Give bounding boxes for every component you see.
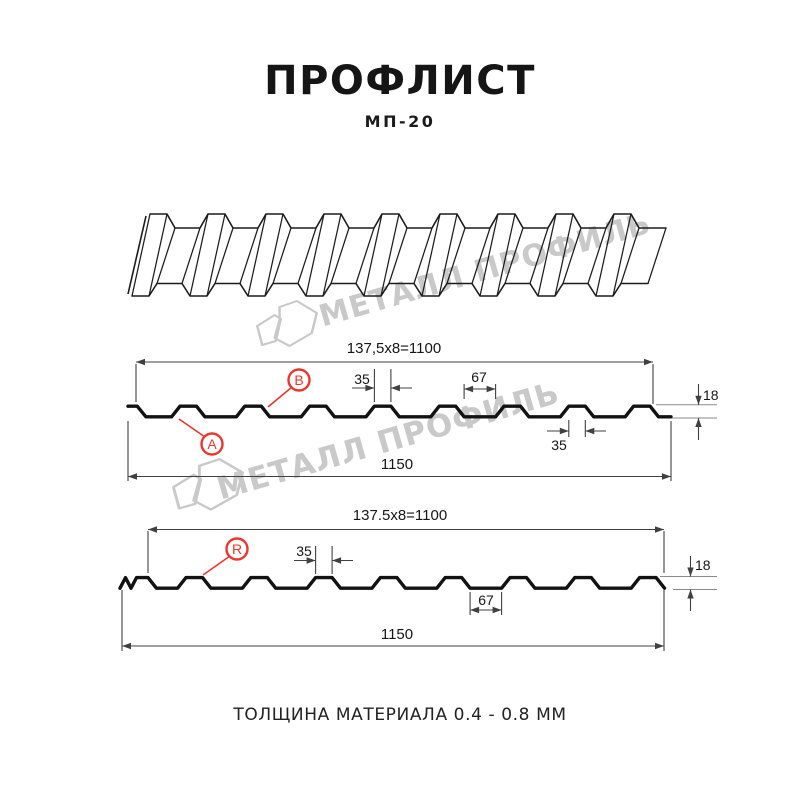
rib-edge	[131, 213, 151, 297]
dim-arrow	[365, 384, 375, 392]
rib-edge	[264, 213, 284, 297]
dim-height: 18	[695, 557, 711, 573]
rib-edge	[413, 227, 433, 284]
dim-arrow	[695, 395, 702, 405]
label-a-letter: А	[207, 436, 217, 452]
dim-total-width: 1150	[381, 626, 413, 643]
rib-edge	[148, 213, 168, 297]
rib-edge	[562, 227, 582, 284]
profile-outline	[118, 575, 667, 590]
rib-edge	[496, 213, 516, 297]
dim-rib-bottom: 35	[551, 437, 567, 453]
dim-arrow	[148, 526, 157, 533]
rib-edge	[421, 213, 441, 297]
rib-edge	[438, 213, 458, 297]
dim-rib-top: 35	[354, 371, 370, 387]
rib-edge	[647, 227, 667, 284]
rib-edge	[363, 213, 383, 297]
cross-section-side-a: 137,5x8=1100 35 67 35 18 1150 В А	[126, 340, 719, 481]
dim-valley: 67	[471, 369, 487, 385]
rib-edge	[305, 213, 325, 297]
rib-edge	[247, 213, 267, 297]
dim-arrow	[559, 427, 569, 435]
dim-arrow	[306, 557, 316, 564]
dim-rib-top: 35	[296, 543, 312, 559]
rib-edge	[181, 227, 201, 284]
label-r-circle	[225, 537, 249, 561]
page-subtitle: МП-20	[364, 112, 436, 131]
callout-leader	[178, 418, 206, 438]
dim-arrow	[470, 606, 480, 614]
label-b-letter: В	[294, 372, 303, 388]
dim-arrow	[486, 385, 496, 393]
dim-pitch-top: 137.5x8=1100	[353, 507, 447, 524]
rib-edge	[322, 213, 342, 297]
dim-total-width: 1150	[381, 456, 413, 473]
profile-outline	[126, 404, 673, 419]
dim-arrow	[464, 385, 474, 393]
dim-arrow	[332, 557, 342, 564]
footer-note: ТОЛЩИНА МАТЕРИАЛА 0.4 - 0.8 ММ	[233, 705, 567, 725]
rib-edge	[388, 227, 408, 284]
rib-edge	[380, 213, 400, 297]
dim-arrow	[585, 427, 595, 435]
dim-pitch-top: 137,5x8=1100	[347, 340, 441, 357]
dim-arrow	[655, 526, 664, 533]
rib-edge	[537, 213, 557, 297]
rib-edge	[355, 227, 375, 284]
dim-valley: 67	[478, 592, 494, 608]
rib-edge	[206, 213, 226, 297]
dim-arrow	[655, 642, 664, 650]
dim-arrow	[695, 418, 702, 427]
rib-edge	[620, 227, 640, 284]
cross-section-side-r: 137.5x8=1100 35 67 18 1150 R	[118, 507, 717, 651]
rib-edge	[529, 227, 549, 284]
near-end-profile	[131, 282, 649, 297]
label-b-circle	[287, 368, 311, 392]
rib-edge	[272, 227, 292, 284]
sheet-left-edge	[127, 215, 147, 295]
dim-arrow	[122, 642, 131, 650]
dim-arrow	[390, 384, 400, 392]
rib-edge	[214, 227, 234, 284]
dim-arrow	[687, 589, 694, 599]
rib-edge	[587, 227, 607, 284]
rib-edge	[471, 227, 491, 284]
rib-edge	[612, 213, 632, 297]
rib-edge	[239, 227, 259, 284]
label-a-circle	[200, 432, 224, 456]
metal-profil-logo-icon	[256, 300, 318, 347]
rib-edge	[504, 227, 524, 284]
rib-edge	[297, 227, 317, 284]
profile-3d-drawing	[127, 213, 667, 297]
dim-arrow	[128, 473, 137, 480]
dim-arrow	[662, 473, 671, 480]
dim-height: 18	[703, 387, 719, 403]
rib-edge	[156, 227, 176, 284]
callout-leader	[267, 386, 293, 408]
dim-arrow	[687, 567, 694, 577]
rib-edge	[595, 213, 615, 297]
page-title: ПРОФЛИСТ	[264, 58, 536, 104]
rib-edge	[189, 213, 209, 297]
dim-arrow	[136, 358, 145, 366]
far-end-profile	[149, 213, 667, 229]
dim-arrow	[492, 606, 502, 614]
dim-arrow	[644, 358, 653, 366]
label-r-letter: R	[232, 541, 242, 557]
rib-edge	[479, 213, 499, 297]
callout-leader	[202, 555, 231, 576]
rib-edge	[330, 227, 350, 284]
rib-edge	[446, 227, 466, 284]
rib-edge	[554, 213, 574, 297]
